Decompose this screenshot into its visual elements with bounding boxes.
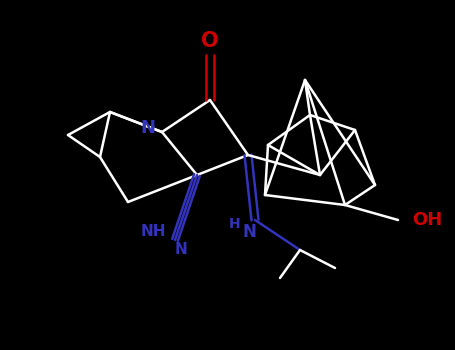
- Text: NH: NH: [140, 224, 166, 239]
- Text: N: N: [175, 243, 187, 258]
- Text: O: O: [201, 31, 219, 51]
- Text: N: N: [242, 223, 256, 241]
- Text: OH: OH: [412, 211, 442, 229]
- Text: N: N: [141, 119, 156, 137]
- Text: H: H: [229, 217, 241, 231]
